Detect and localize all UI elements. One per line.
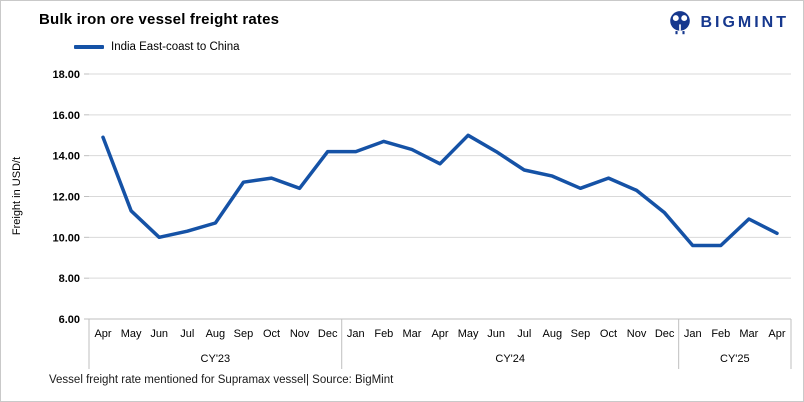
source-note: Vessel freight rate mentioned for Supram… <box>49 374 394 386</box>
x-tick-label: Nov <box>627 328 647 340</box>
y-tick-label: 12.00 <box>52 192 80 204</box>
x-tick-label: Apr <box>768 328 785 340</box>
x-tick-label: Jun <box>150 328 168 340</box>
freight-rate-series-line <box>101 133 779 248</box>
x-tick-label: Jun <box>487 328 505 340</box>
x-tick-label: Jul <box>180 328 194 340</box>
x-tick-label: Apr <box>94 328 111 340</box>
x-tick-label: Aug <box>543 328 563 340</box>
y-tick-label: 6.00 <box>59 314 80 326</box>
x-group-label: CY'24 <box>495 353 525 365</box>
x-tick-label: Oct <box>263 328 280 340</box>
legend-label: India East-coast to China <box>111 41 240 53</box>
y-tick-label: 14.00 <box>52 151 80 163</box>
x-tick-label: Dec <box>655 328 675 340</box>
y-tick-label: 10.00 <box>52 232 80 244</box>
x-tick-label: Feb <box>711 328 730 340</box>
x-tick-label: Sep <box>571 328 591 340</box>
chart-title: Bulk iron ore vessel freight rates <box>39 11 280 28</box>
x-tick-label: Sep <box>234 328 254 340</box>
x-tick-label: May <box>121 328 142 340</box>
legend: India East-coast to China <box>74 41 240 53</box>
x-tick-label: Jan <box>684 328 702 340</box>
legend-line-swatch <box>74 45 104 49</box>
y-tick-label: 16.00 <box>52 110 80 122</box>
x-tick-label: Jul <box>517 328 531 340</box>
bigmint-logo: BIGMINT <box>666 9 789 37</box>
x-tick-label: Feb <box>374 328 393 340</box>
x-group-label: CY'25 <box>720 353 750 365</box>
x-group-label: CY'23 <box>201 353 231 365</box>
x-tick-label: Aug <box>206 328 226 340</box>
x-tick-label: Nov <box>290 328 310 340</box>
y-tick-label: 8.00 <box>59 273 80 285</box>
x-tick-label: Apr <box>431 328 448 340</box>
bigmint-logo-text: BIGMINT <box>700 14 789 31</box>
y-tick-label: 18.00 <box>52 69 80 81</box>
x-tick-label: Jan <box>347 328 365 340</box>
x-tick-label: Mar <box>402 328 421 340</box>
x-tick-label: Dec <box>318 328 338 340</box>
x-tick-label: Oct <box>600 328 617 340</box>
x-tick-label: May <box>458 328 479 340</box>
bigmint-logo-icon <box>670 11 691 35</box>
x-tick-label: Mar <box>739 328 758 340</box>
